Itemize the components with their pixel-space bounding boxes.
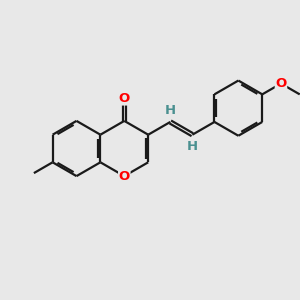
Text: H: H	[165, 104, 176, 117]
Text: O: O	[119, 92, 130, 105]
Text: H: H	[187, 140, 198, 153]
Text: O: O	[275, 77, 286, 90]
Text: O: O	[119, 169, 130, 183]
